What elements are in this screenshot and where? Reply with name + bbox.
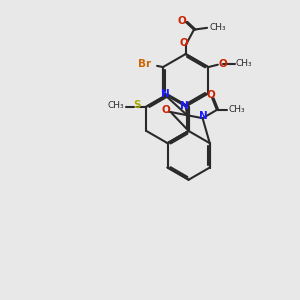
Text: N: N <box>180 101 189 111</box>
Text: CH₃: CH₃ <box>236 59 253 68</box>
Text: O: O <box>180 38 189 48</box>
Text: CH₃: CH₃ <box>229 105 245 114</box>
Text: S: S <box>133 100 141 110</box>
Text: O: O <box>218 59 227 69</box>
Text: N: N <box>199 111 208 121</box>
Text: O: O <box>206 90 215 100</box>
Text: O: O <box>161 105 170 115</box>
Text: N: N <box>161 89 170 99</box>
Text: CH₃: CH₃ <box>209 23 226 32</box>
Text: CH₃: CH₃ <box>108 101 124 110</box>
Text: O: O <box>177 16 186 26</box>
Text: Br: Br <box>138 59 151 69</box>
